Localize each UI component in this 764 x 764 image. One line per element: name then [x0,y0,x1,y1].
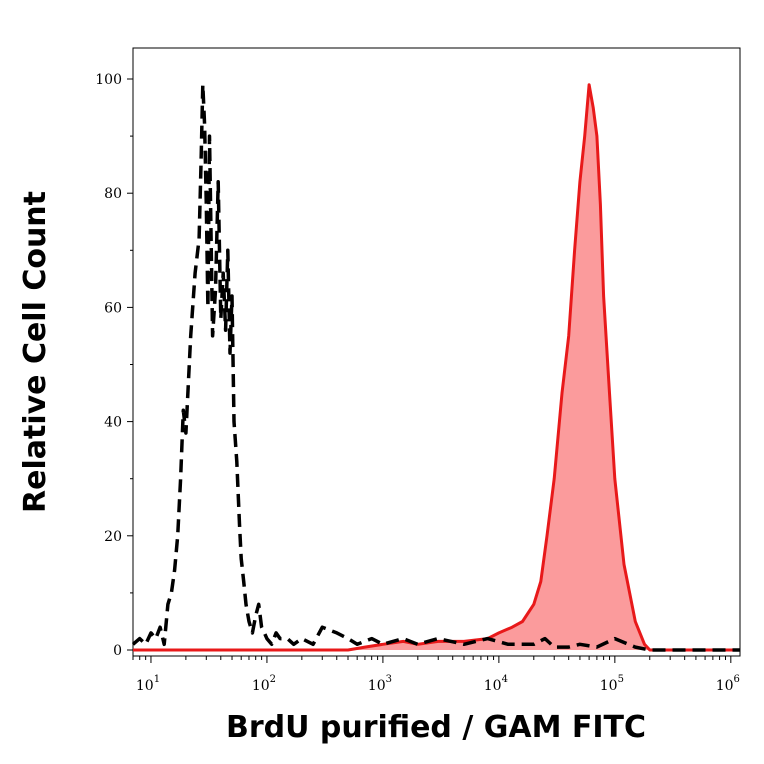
x-tick-label: 106 [716,674,740,694]
series-1-area [133,84,740,650]
series-1-line [133,83,740,652]
plot-frame [132,47,741,657]
y-tick-label: 60 [104,300,122,316]
x-axis-title: BrdU purified / GAM FITC [226,710,646,745]
plot-area: 0 20 40 60 80 100 101 102 103 104 105 106 [95,47,741,694]
y-axis-title: Relative Cell Count [18,191,53,513]
x-tick-label: 105 [600,674,624,694]
series-0-line [131,82,740,652]
y-tick-label: 20 [104,529,122,545]
x-tick-label: 104 [484,674,508,694]
x-tick-label: 101 [136,674,160,694]
x-tick-label: 102 [252,674,276,694]
y-tick-label: 0 [113,643,122,659]
y-tick-label: 80 [104,186,122,202]
axis-layer: 0 20 40 60 80 100 101 102 103 104 105 106 [95,72,740,694]
x-tick-label: 103 [368,674,392,694]
series-layer [131,82,740,652]
y-tick-label: 40 [104,415,122,431]
y-tick-label: 100 [95,72,122,88]
